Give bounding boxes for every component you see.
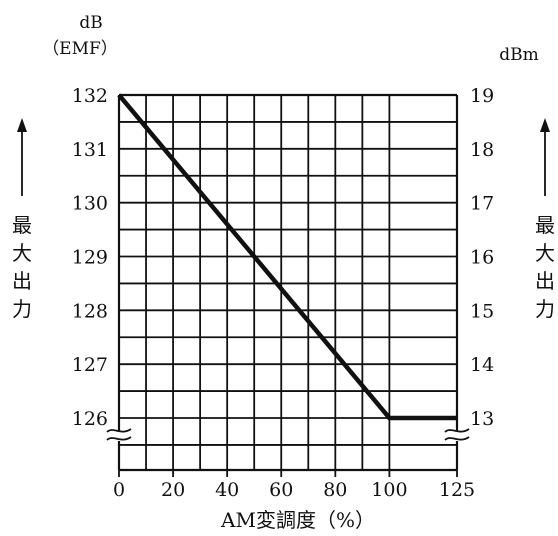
plot-frame [117, 93, 459, 477]
left-side-arrowhead [17, 118, 27, 132]
left-side-label-char: 力 [12, 297, 32, 321]
x-tick-label: 40 [215, 479, 239, 501]
x-tick-label: 125 [439, 479, 475, 501]
left-unit-emf: （EMF） [42, 39, 118, 59]
series-group [117, 93, 457, 421]
left-axis-break-mark [106, 436, 132, 441]
right-axis-break-mark [444, 436, 470, 441]
right-side-arrowhead [540, 118, 550, 132]
x-tick-label: 80 [323, 479, 347, 501]
y-right-tick-label: 14 [470, 354, 494, 376]
y-right-tick-label: 16 [470, 247, 494, 269]
left-side-label-char: 最 [12, 213, 32, 237]
y-left-tick-label: 127 [72, 354, 108, 376]
x-tick-label: 20 [161, 479, 185, 501]
y-left-tick-label: 126 [72, 408, 108, 430]
axis-break-gap [107, 431, 131, 441]
left-side-label-char: 大 [12, 241, 32, 265]
x-tick-label: 0 [113, 479, 125, 501]
x-tick-label: 60 [269, 479, 293, 501]
left-unit-db: dB [79, 13, 102, 33]
right-side-label-char: 出 [535, 269, 555, 293]
y-right-tick-label: 13 [470, 408, 494, 430]
axis-break-marks [106, 428, 470, 441]
y-left-tick-labels: 132 131 130 129 128 127 126 [72, 85, 108, 430]
y-right-tick-label: 17 [470, 193, 494, 215]
right-side-label-char: 力 [535, 297, 555, 321]
right-side-label-char: 最 [535, 213, 555, 237]
y-right-tick-label: 19 [470, 85, 494, 107]
y-right-tick-labels: 19 18 17 16 15 14 13 [470, 85, 494, 430]
x-tick-labels: 0 20 40 60 80 100 125 [113, 479, 475, 501]
y-left-tick-label: 128 [72, 300, 108, 322]
y-right-tick-label: 15 [470, 300, 494, 322]
y-right-tick-label: 18 [470, 139, 494, 161]
y-left-tick-label: 130 [72, 193, 108, 215]
left-axis-break-mark [106, 428, 132, 433]
y-left-tick-label: 131 [72, 139, 108, 161]
right-axis-break-mark [444, 428, 470, 433]
left-side-label-char: 出 [12, 269, 32, 293]
y-left-tick-label: 129 [72, 247, 108, 269]
grid [119, 95, 457, 470]
axis-break-gap [445, 431, 469, 441]
x-tick-label: 100 [371, 479, 407, 501]
y-left-tick-label: 132 [72, 85, 108, 107]
right-unit-dbm: dBm [499, 45, 539, 65]
series-line [117, 93, 457, 421]
right-side-label-char: 大 [535, 241, 555, 265]
x-axis-title: AM変調度（%） [220, 508, 375, 532]
